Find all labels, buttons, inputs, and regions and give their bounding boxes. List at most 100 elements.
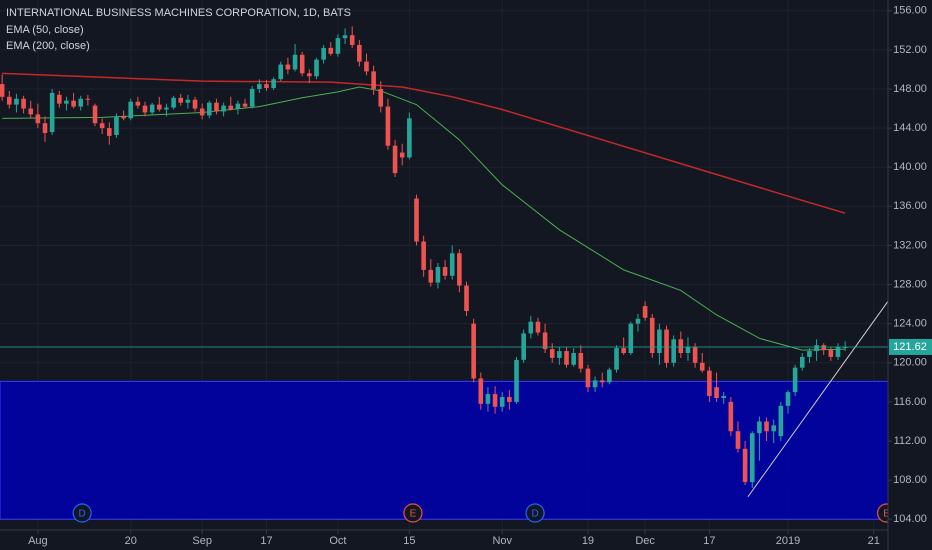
candle-body [357,44,362,62]
x-tick-label: 20 [125,535,137,547]
candle-body [149,104,155,113]
candle-body [492,394,498,407]
candle-body [349,35,355,45]
candle-body [428,269,434,283]
candle-body [442,266,448,276]
candle-body [707,370,712,397]
candle-body [21,98,26,109]
candle-body [142,105,148,113]
candle-body [464,285,469,311]
candle-body [399,152,405,158]
candle-body [714,387,719,398]
candle-body [764,421,769,432]
candle-body [392,145,398,174]
event-marker [525,503,545,523]
candle-body [664,329,669,363]
candle-body [614,348,619,370]
candle-body [671,339,676,363]
last-price-box [889,338,932,355]
candle-body [71,100,76,107]
candle-body [228,105,234,110]
y-tick-label: 120.00 [893,357,927,369]
y-tick-label: 128.00 [893,278,927,290]
candle-body [692,347,698,363]
candle-body [114,116,119,135]
candle-body [449,253,455,276]
candle-body [14,98,19,105]
candle-body [0,84,5,97]
candle-body [385,106,391,146]
candle-body [592,380,598,388]
x-tick-label: Dec [635,535,655,547]
y-tick-label: 144.00 [893,122,927,134]
x-tick-label: Aug [28,535,48,547]
y-tick-label: 156.00 [893,5,927,17]
candle-body [249,88,255,107]
candle-body [435,266,441,283]
ema-line [2,86,846,351]
candle-body [742,448,748,483]
price-range-band [0,380,888,520]
y-tick-label: 148.00 [893,83,927,95]
candle-body [457,253,462,286]
candle-body [757,421,762,434]
axes: 104.00 108.00 112.00 116.00 120.00 124.00 128.… [28,5,932,547]
candle-body [128,101,134,119]
candle-body [378,88,384,107]
candle-body [421,241,426,270]
candle-body [42,123,48,133]
candle-body [6,96,12,105]
candle-body [778,405,784,437]
candle-body [364,61,369,72]
candle-body [792,367,798,393]
candle-body [549,349,555,358]
candle-body [221,105,226,112]
candle-body [478,378,484,404]
candle-body [499,397,505,407]
candle-body [64,100,69,104]
candle-body [164,107,169,110]
candle-body [821,345,827,351]
y-tick-label: 152.00 [893,44,927,56]
y-tick-label: 140.00 [893,161,927,173]
candle-body [78,98,84,107]
candle-body [807,351,812,357]
candle-body [621,348,626,354]
x-tick-label: 15 [403,535,415,547]
candle-body [585,368,591,388]
event-marker [876,503,888,523]
candle-body [321,47,326,60]
candle-body [242,103,248,107]
candle-body [528,321,534,334]
candle-body [642,306,648,318]
candle-body [771,425,776,432]
trendline [747,300,888,498]
candle-body [199,108,205,116]
x-tick-label: 19 [582,535,594,547]
x-tick-label: Oct [329,535,346,547]
candle-body [328,47,334,54]
candle-body [685,347,691,354]
x-tick-label: 21 [868,535,880,547]
legend-entry: EMA (50, close) [6,24,84,36]
candle-body [371,71,376,89]
candle-body [407,118,412,158]
candle-body [185,99,191,103]
candle-body [578,353,584,369]
y-tick-label: 112.00 [894,435,927,447]
candle-body [49,92,55,133]
candle-body [828,350,834,357]
candle-body [699,362,705,371]
last-price-label: 121.62 [893,341,927,353]
candle-body [207,102,212,116]
candle-body [535,321,541,333]
candle-body [235,103,241,109]
candle-body [107,128,112,136]
candle-body [157,104,162,110]
candle-body [799,356,805,368]
x-tick-label: 17 [703,535,715,547]
chart-title: INTERNATIONAL BUSINESS MACHINES CORPORAT… [6,7,351,19]
candle-body [299,54,305,74]
